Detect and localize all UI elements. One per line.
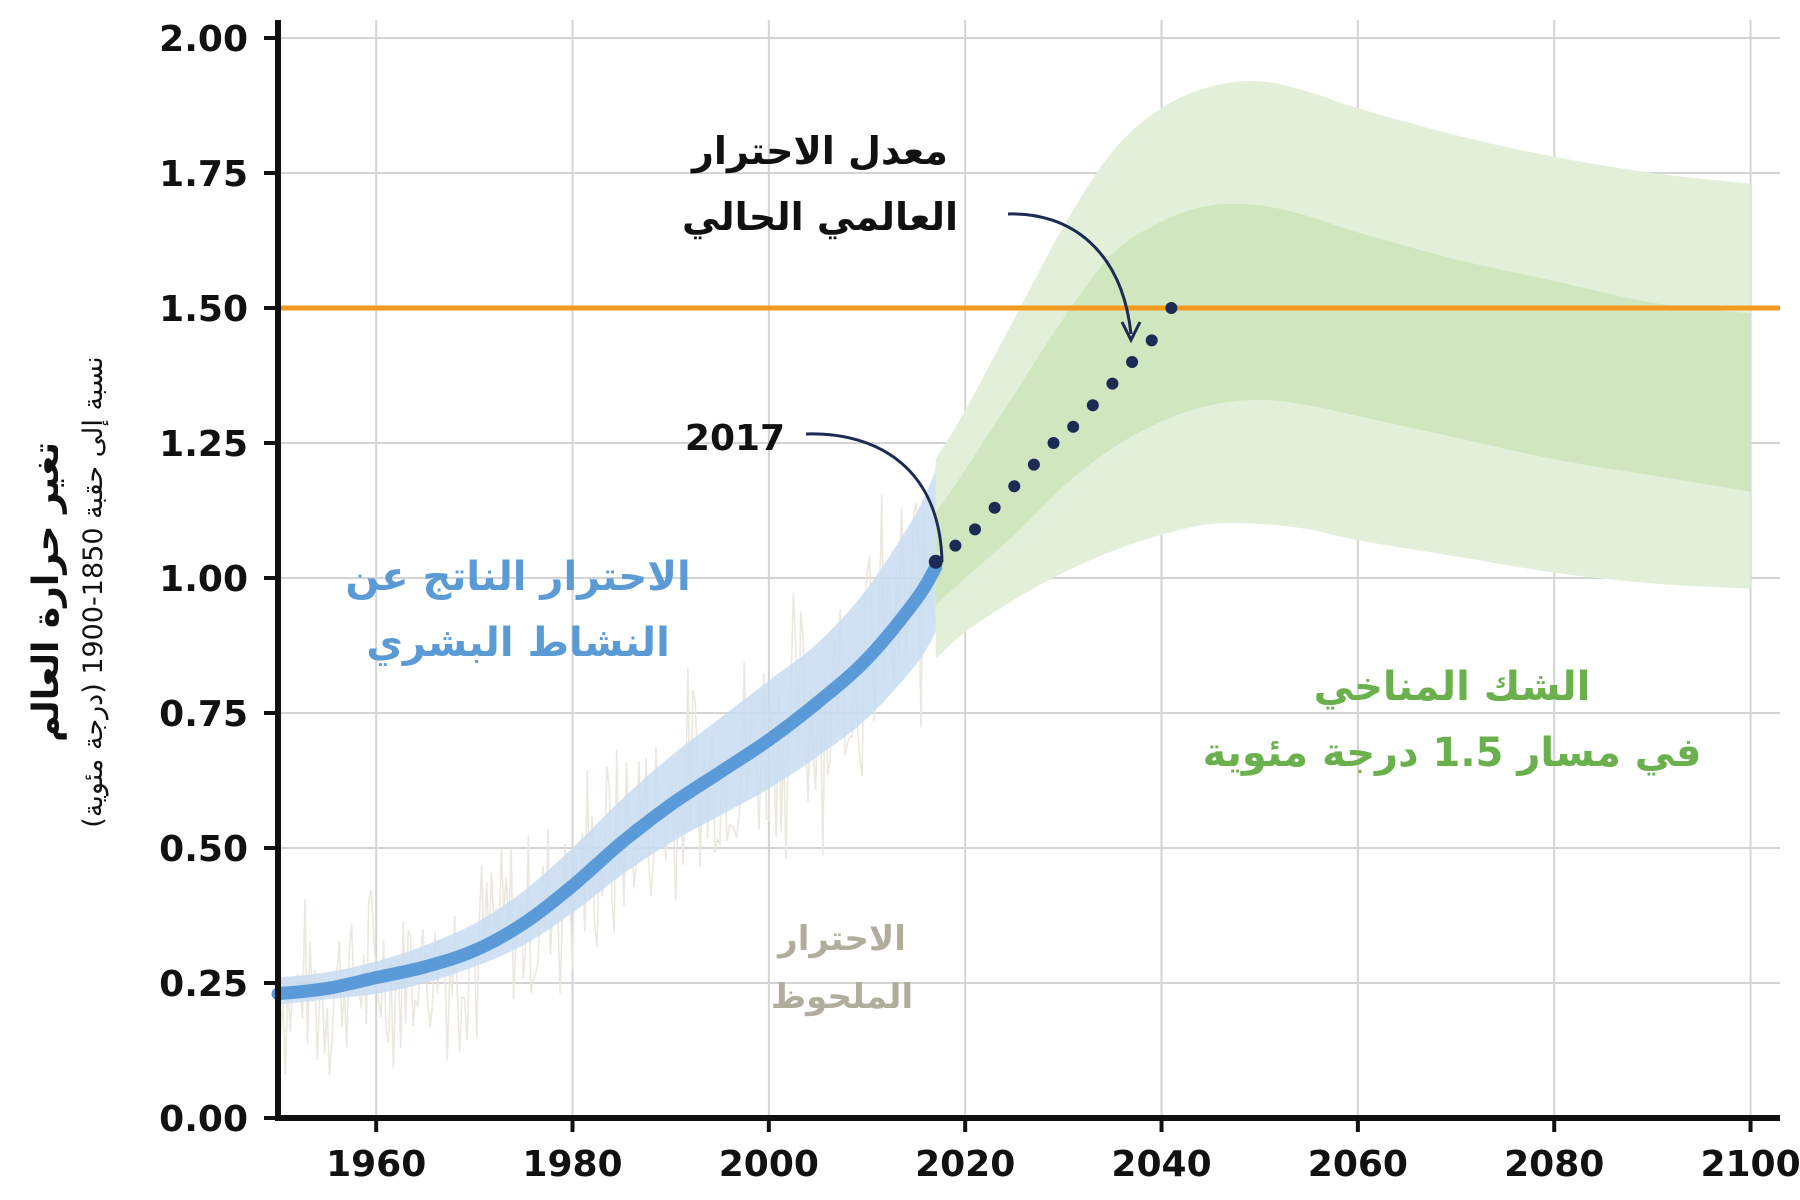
y-tick-label: 1.75 <box>159 154 248 195</box>
y-tick-label: 0.50 <box>159 829 248 870</box>
label-2017: 2017 <box>685 418 785 459</box>
arrow-2017 <box>805 432 944 563</box>
tick-labels: 0.00 0.25 0.50 0.75 1.00 1.25 1.50 1.75 2.00 1960… <box>159 19 1800 1185</box>
projection-point <box>1126 356 1139 368</box>
x-tick-label: 2100 <box>1700 1144 1800 1185</box>
projection-point <box>969 523 982 536</box>
projection-point <box>928 554 943 569</box>
y-axis-title: تغير حرارة العالم <box>26 442 67 742</box>
label-human-line1: الاحترار الناتج عن <box>345 554 690 600</box>
x-tick-label: 2040 <box>1111 1144 1211 1185</box>
projection-point <box>1008 480 1021 493</box>
y-tick-label: 1.50 <box>159 289 248 330</box>
label-observed-line2: الملحوظ <box>771 977 913 1017</box>
x-tick-label: 2020 <box>915 1144 1015 1185</box>
projection-point <box>1027 458 1040 471</box>
y-tick-label: 0.00 <box>159 1099 248 1140</box>
label-human-line2: النشاط البشري <box>366 620 670 666</box>
label-current-rate-line2: العالمي الحالي <box>682 195 958 239</box>
x-tick-label: 1980 <box>522 1144 622 1185</box>
label-current-rate-line1: معدل الاحترار <box>690 129 948 173</box>
y-tick-label: 0.75 <box>159 694 248 735</box>
y-tick-label: 0.25 <box>159 964 248 1005</box>
axes <box>275 20 1780 1121</box>
series-lines <box>271 302 1780 1001</box>
projection-point <box>1047 437 1060 449</box>
x-tick-label: 2000 <box>719 1144 819 1185</box>
projection-point <box>1165 302 1178 314</box>
label-observed-line1: الاحترار <box>776 919 906 959</box>
projection-point <box>1067 420 1080 433</box>
projection-point <box>988 501 1001 514</box>
arrowhead-icon <box>1120 321 1142 344</box>
arrow-current-rate <box>1007 212 1133 335</box>
label-uncertainty-line1: الشك المناخي <box>1314 664 1591 710</box>
y-tick-label: 1.00 <box>159 559 248 600</box>
x-tick-label: 1960 <box>326 1144 426 1185</box>
y-tick-label: 2.00 <box>159 19 248 60</box>
projection-point <box>1145 334 1158 347</box>
uncertainty-bands <box>278 80 1751 1005</box>
human-warming-band <box>278 470 936 1005</box>
uncertainty-inner-band <box>935 203 1751 605</box>
projection-point <box>1086 399 1099 412</box>
x-tick-label: 2060 <box>1308 1144 1408 1185</box>
human-warming-line <box>271 560 943 1001</box>
y-tick-label: 1.25 <box>159 424 248 465</box>
label-uncertainty-line2: في مسار 1.5 درجة مئوية <box>1203 730 1702 776</box>
y-axis-subtitle: نسبة إلى حقبة 1850-1900 (درجة مئوية) <box>78 356 109 827</box>
x-tick-label: 2080 <box>1504 1144 1604 1185</box>
projection-point <box>1106 377 1119 390</box>
projection-point <box>949 539 962 552</box>
